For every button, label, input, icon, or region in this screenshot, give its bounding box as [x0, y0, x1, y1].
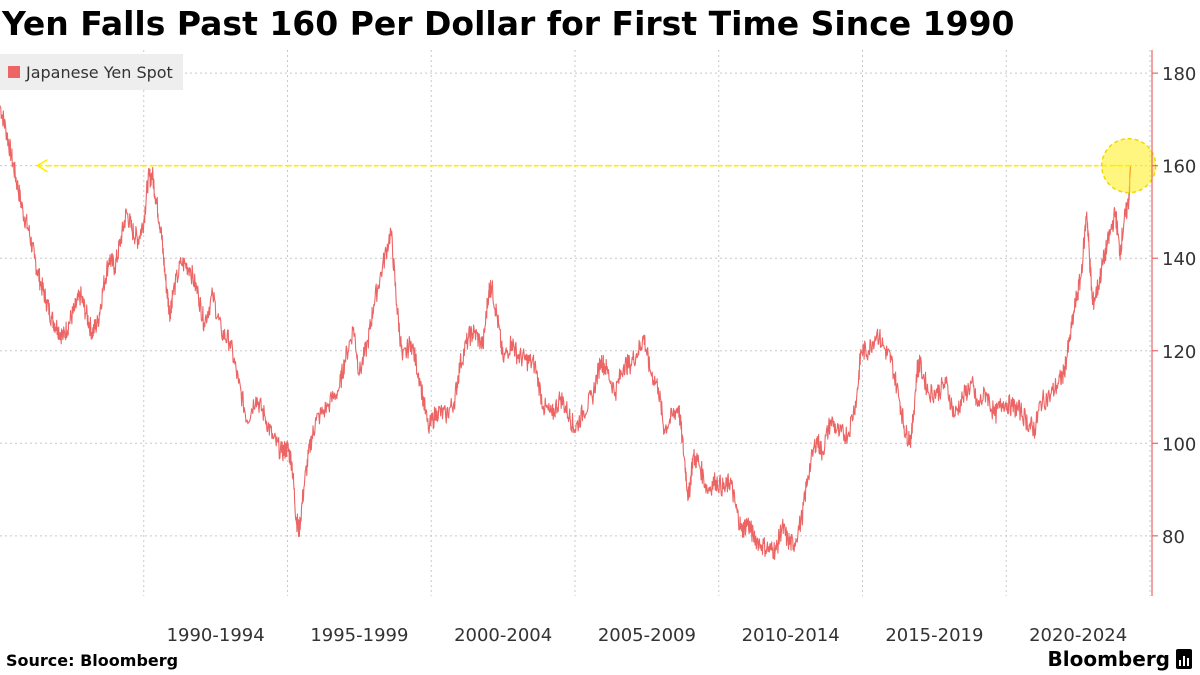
- x-tick-label: 1990-1994: [167, 625, 265, 646]
- x-tick-label: 2005-2009: [598, 625, 696, 646]
- series-line-japanese-yen-spot: [0, 105, 1132, 561]
- y-tick-label: 180: [1162, 64, 1196, 85]
- y-tick-label: 160: [1162, 157, 1196, 178]
- y-tick-label: 80: [1162, 527, 1185, 548]
- legend-label: Japanese Yen Spot: [26, 62, 173, 82]
- x-tick-label: 2020-2024: [1029, 625, 1127, 646]
- bar-chart-icon: [1176, 649, 1192, 669]
- annotation-layer: [35, 137, 1157, 194]
- brand-name: Bloomberg: [1047, 647, 1170, 671]
- x-tick-label: 2015-2019: [885, 625, 983, 646]
- series-layer: [0, 105, 1132, 561]
- legend: Japanese Yen Spot: [0, 54, 183, 90]
- y-tick-label: 100: [1162, 434, 1196, 455]
- x-tick-label: 2000-2004: [454, 625, 552, 646]
- x-tick-label: 1995-1999: [310, 625, 408, 646]
- reference-arrow-icon: [35, 158, 48, 173]
- y-tick-label: 140: [1162, 249, 1196, 270]
- chart-title: Yen Falls Past 160 Per Dollar for First …: [2, 4, 1015, 43]
- brand-logo: Bloomberg: [1048, 647, 1192, 671]
- y-tick-label: 120: [1162, 342, 1196, 363]
- grid-layer: [0, 50, 1151, 596]
- legend-swatch: [8, 66, 20, 78]
- axis-layer: 80 100 120 140 160 180 1990-1994 1995-1999 2000-…: [167, 50, 1196, 646]
- highlight-circle: [1100, 137, 1157, 194]
- x-tick-label: 2010-2014: [742, 625, 840, 646]
- source-note: Source: Bloomberg: [6, 651, 179, 670]
